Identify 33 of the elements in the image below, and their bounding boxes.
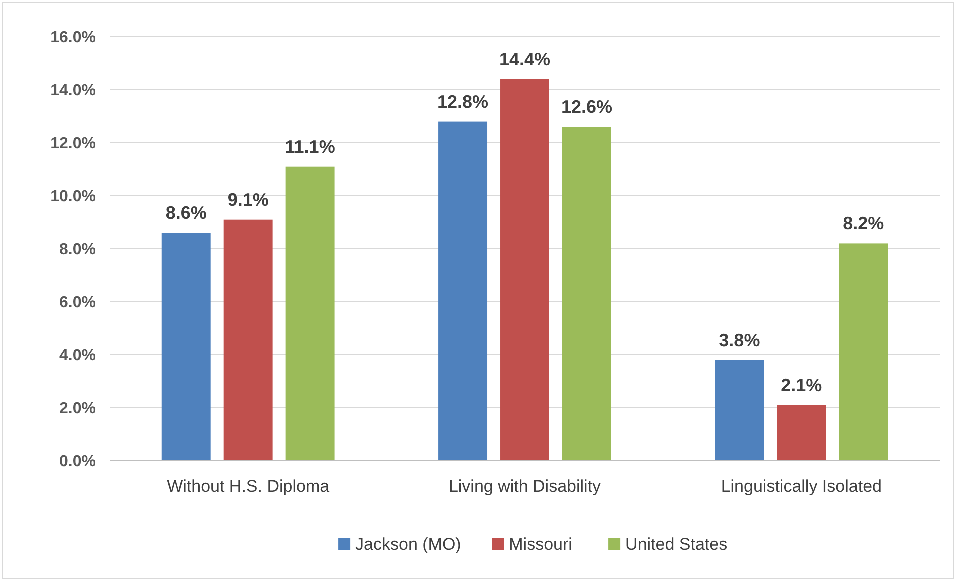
data-label: 11.1% [285,136,336,157]
bar [777,405,826,461]
data-label: 12.6% [561,97,612,118]
bar [839,244,888,461]
y-tick-label: 6.0% [60,294,96,312]
legend-label: Missouri [509,534,572,554]
bar [286,166,335,461]
x-tick-label: Linguistically Isolated [721,477,882,496]
data-label: 14.4% [499,49,551,70]
x-tick-label: Without H.S. Diploma [167,477,330,496]
bar [438,122,488,461]
y-tick-label: 10.0% [50,188,96,206]
data-label: 8.6% [166,203,207,224]
bar [715,360,764,461]
y-tick-label: 2.0% [60,400,96,418]
bar [162,233,211,461]
bar [562,127,612,461]
data-label: 12.8% [438,92,489,112]
data-label: 3.8% [719,330,760,350]
data-label: 8.2% [843,214,884,234]
y-tick-label: 14.0% [50,82,96,100]
y-tick-label: 16.0% [50,30,96,47]
bar [500,79,550,461]
y-tick-label: 12.0% [50,136,96,153]
bar [224,220,273,461]
data-label: 2.1% [781,375,822,396]
data-label: 9.1% [228,190,269,210]
y-tick-label: 0.0% [60,454,96,471]
y-tick-label: 8.0% [60,242,96,259]
y-tick-label: 4.0% [60,348,96,365]
legend-label: United States [626,534,728,554]
x-tick-label: Living with Disability [448,477,602,496]
legend-label: Jackson (MO) [356,534,462,554]
